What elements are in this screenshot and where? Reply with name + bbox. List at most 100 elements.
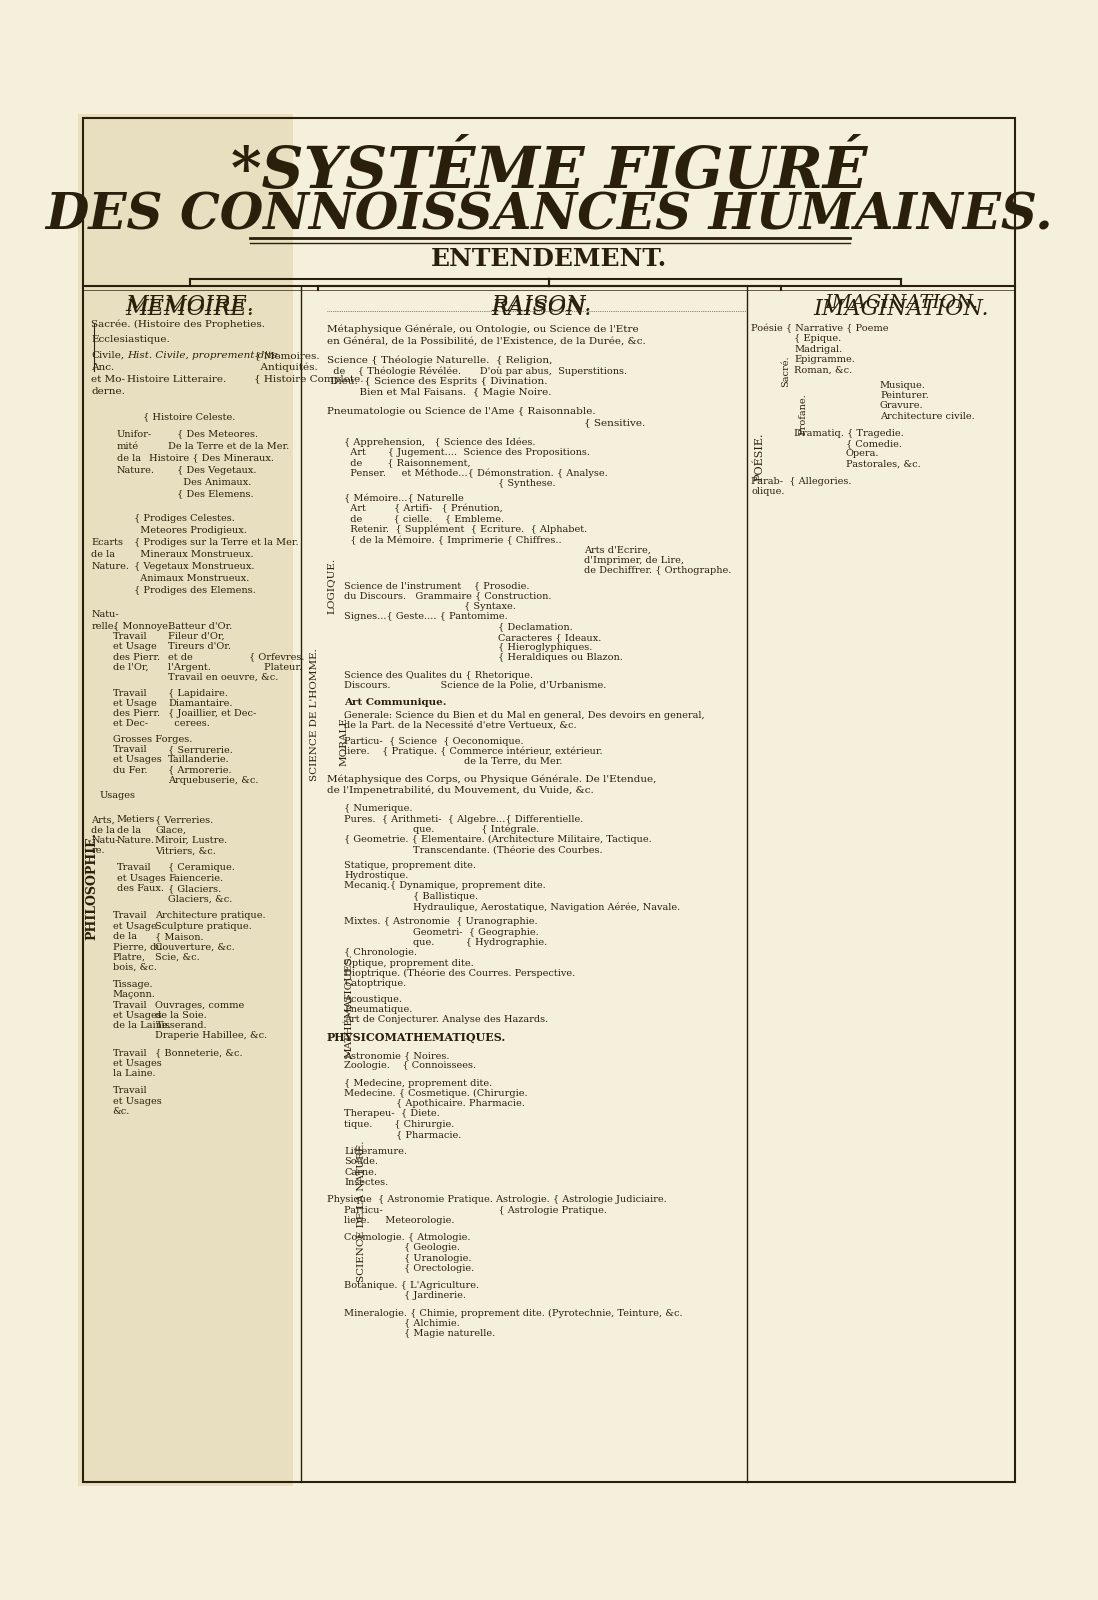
Text: de la Part. de la Necessité d'etre Vertueux, &c.: de la Part. de la Necessité d'etre Vertu… xyxy=(344,722,576,730)
Text: Ecclesiastique.: Ecclesiastique. xyxy=(91,336,170,344)
Text: Medecine. { Cosmetique. (Chirurgie.: Medecine. { Cosmetique. (Chirurgie. xyxy=(344,1090,528,1098)
Text: Travail en oeuvre, &c.: Travail en oeuvre, &c. xyxy=(168,674,279,682)
Text: Pneumatologie ou Science de l'Ame { Raisonnable.: Pneumatologie ou Science de l'Ame { Rais… xyxy=(327,408,595,416)
Text: { Numerique.: { Numerique. xyxy=(344,805,413,813)
Text: Antiquités.: Antiquités. xyxy=(254,363,317,373)
Text: Dramatiq. { Tragedie.: Dramatiq. { Tragedie. xyxy=(794,429,904,438)
Text: ENTENDEMENT.: ENTENDEMENT. xyxy=(430,246,668,270)
Text: Physique  { Astronomie Pratique. Astrologie. { Astrologie Judiciaire.: Physique { Astronomie Pratique. Astrolog… xyxy=(327,1195,666,1205)
Text: Epigramme.: Epigramme. xyxy=(794,355,855,365)
Text: Unifor-: Unifor- xyxy=(116,430,152,438)
Text: de la: de la xyxy=(91,550,115,558)
Text: Draperie Habillee, &c.: Draperie Habillee, &c. xyxy=(156,1032,268,1040)
Text: Cosmologie. { Atmologie.: Cosmologie. { Atmologie. xyxy=(344,1234,471,1242)
Text: Natu-: Natu- xyxy=(91,610,119,619)
Text: Bien et Mal Faisans.  { Magie Noire.: Bien et Mal Faisans. { Magie Noire. xyxy=(327,389,551,397)
Text: de l'Or,: de l'Or, xyxy=(113,662,148,672)
Text: et Usage: et Usage xyxy=(113,699,156,707)
Text: { Prodiges des Elemens.: { Prodiges des Elemens. xyxy=(134,586,256,595)
Text: { Apothicaire. Pharmacie.: { Apothicaire. Pharmacie. xyxy=(395,1099,525,1109)
Text: et Usages: et Usages xyxy=(116,874,166,883)
Text: { Verreries.: { Verreries. xyxy=(156,816,214,824)
Text: { Ceramique.: { Ceramique. xyxy=(168,864,235,872)
Text: Pastorales, &c.: Pastorales, &c. xyxy=(845,459,920,469)
Text: { Vegetaux Monstrueux.: { Vegetaux Monstrueux. xyxy=(134,562,255,571)
Text: Hydraulique, Aerostatique, Navigation Aérée, Navale.: Hydraulique, Aerostatique, Navigation Aé… xyxy=(413,902,680,912)
Text: Musique.: Musique. xyxy=(879,381,926,390)
Text: Ecarts: Ecarts xyxy=(91,538,123,547)
Text: { Des Vegetaux.: { Des Vegetaux. xyxy=(177,466,257,475)
Text: de la: de la xyxy=(116,454,141,462)
Text: et de                  { Orfevres.: et de { Orfevres. xyxy=(168,653,305,661)
Text: Travail: Travail xyxy=(113,1048,147,1058)
Text: Madrigal.: Madrigal. xyxy=(794,344,842,354)
Text: Histoire { Des Mineraux.: Histoire { Des Mineraux. xyxy=(149,454,274,462)
Text: et Usages: et Usages xyxy=(113,1096,161,1106)
Text: { Armorerie.: { Armorerie. xyxy=(168,766,232,774)
Text: Gravure.: Gravure. xyxy=(879,402,923,410)
Text: { Comedie.: { Comedie. xyxy=(845,438,901,448)
Text: Art         { Artifi-   { Prénution,: Art { Artifi- { Prénution, xyxy=(344,504,503,514)
Text: de l'Impenetrabilité, du Mouvement, du Vuide, &c.: de l'Impenetrabilité, du Mouvement, du V… xyxy=(327,786,594,795)
Text: { Bonneterie, &c.: { Bonneterie, &c. xyxy=(156,1048,243,1058)
Text: Geometri-  { Geographie.: Geometri- { Geographie. xyxy=(413,928,538,936)
Text: RAISON.: RAISON. xyxy=(491,299,592,320)
Text: { Prodiges Celestes.: { Prodiges Celestes. xyxy=(134,514,235,523)
Text: Travail: Travail xyxy=(116,864,152,872)
Text: Botanique. { L'Agriculture.: Botanique. { L'Agriculture. xyxy=(344,1282,479,1290)
Text: Caracteres { Ideaux.: Caracteres { Ideaux. xyxy=(498,634,602,642)
Text: { Pharmacie.: { Pharmacie. xyxy=(395,1130,461,1139)
Text: Arquebuserie, &c.: Arquebuserie, &c. xyxy=(168,776,259,786)
Text: liere.     Meteorologie.: liere. Meteorologie. xyxy=(344,1216,455,1224)
Text: &c.: &c. xyxy=(113,1107,130,1115)
Text: Opera.: Opera. xyxy=(845,450,879,458)
Text: { Syntaxe.: { Syntaxe. xyxy=(464,602,516,611)
Text: POÉSIE.: POÉSIE. xyxy=(754,434,764,482)
Text: Miroir, Lustre.: Miroir, Lustre. xyxy=(156,837,227,845)
Text: liere.    { Pratique. { Commerce intérieur, extérieur.: liere. { Pratique. { Commerce intérieur,… xyxy=(344,747,603,757)
Text: du Discours.   Grammaire { Construction.: du Discours. Grammaire { Construction. xyxy=(344,592,551,600)
Text: { Sensitive.: { Sensitive. xyxy=(584,419,646,427)
Text: Tisserand.: Tisserand. xyxy=(156,1021,208,1030)
Text: d'Imprimer, de Lire,: d'Imprimer, de Lire, xyxy=(584,555,684,565)
Text: Nature.: Nature. xyxy=(116,837,155,845)
Text: { Histoire Celeste.: { Histoire Celeste. xyxy=(143,413,235,421)
Text: SCIENCE DE L'HOMME.: SCIENCE DE L'HOMME. xyxy=(310,648,318,781)
Text: Sculpture pratique.: Sculpture pratique. xyxy=(156,922,253,931)
Text: Anc.: Anc. xyxy=(91,363,114,371)
Text: { Histoire Complete.: { Histoire Complete. xyxy=(254,374,363,384)
Text: des Pierr.: des Pierr. xyxy=(113,653,159,661)
Text: { Medecine, proprement dite.: { Medecine, proprement dite. xyxy=(344,1078,492,1088)
Text: { Des Elemens.: { Des Elemens. xyxy=(177,490,254,499)
Text: Sacré.: Sacré. xyxy=(782,355,791,387)
Text: Sacrée. (Histoire des Propheties.: Sacrée. (Histoire des Propheties. xyxy=(91,320,266,330)
Text: Penser.     et Méthode...{ Démonstration. { Analyse.: Penser. et Méthode...{ Démonstration. { … xyxy=(344,469,608,478)
Text: PHILOSOPHIE.: PHILOSOPHIE. xyxy=(86,832,98,939)
Text: Pierre, du: Pierre, du xyxy=(113,942,163,952)
Text: { Monnoye.: { Monnoye. xyxy=(113,622,171,630)
Text: Metiers: Metiers xyxy=(116,816,155,824)
Text: Arts,: Arts, xyxy=(91,816,115,824)
Text: { Ballistique.: { Ballistique. xyxy=(413,891,478,901)
Text: { Maison.: { Maison. xyxy=(156,933,204,941)
Text: du Fer.: du Fer. xyxy=(113,766,147,774)
Text: Soude.: Soude. xyxy=(344,1157,378,1166)
Text: Histoire Litteraire.: Histoire Litteraire. xyxy=(127,374,226,384)
Text: De la Terre et de la Mer.: De la Terre et de la Mer. xyxy=(168,442,290,451)
Text: { Mémoire...{ Naturelle: { Mémoire...{ Naturelle xyxy=(344,494,463,502)
Text: que.               { Intégrale.: que. { Intégrale. xyxy=(413,826,539,834)
Text: { Synthese.: { Synthese. xyxy=(498,478,556,488)
Text: et Usages: et Usages xyxy=(113,1011,161,1019)
Text: et Usages: et Usages xyxy=(113,1059,161,1067)
Text: Faiencerie.: Faiencerie. xyxy=(168,874,224,883)
Text: Pures.  { Arithmeti-  { Algebre...{ Differentielle.: Pures. { Arithmeti- { Algebre...{ Differ… xyxy=(344,814,583,824)
Text: de    { Théologie Révélée.      D'où par abus,  Superstitions.: de { Théologie Révélée. D'où par abus, S… xyxy=(327,366,627,376)
Text: Science des Qualites du { Rhetorique.: Science des Qualites du { Rhetorique. xyxy=(344,670,534,680)
Text: de Dechiffrer. { Orthographe.: de Dechiffrer. { Orthographe. xyxy=(584,566,731,574)
Text: Ouvrages, comme: Ouvrages, comme xyxy=(156,1000,245,1010)
Text: des Pierr.: des Pierr. xyxy=(113,709,159,718)
Text: des Faux.: des Faux. xyxy=(116,885,164,893)
Text: Arts d'Ecrire,: Arts d'Ecrire, xyxy=(584,546,651,554)
Text: Poésie { Narrative { Poeme: Poésie { Narrative { Poeme xyxy=(751,325,888,333)
Text: SCIENCE DE LA NATURE.: SCIENCE DE LA NATURE. xyxy=(357,1141,366,1282)
